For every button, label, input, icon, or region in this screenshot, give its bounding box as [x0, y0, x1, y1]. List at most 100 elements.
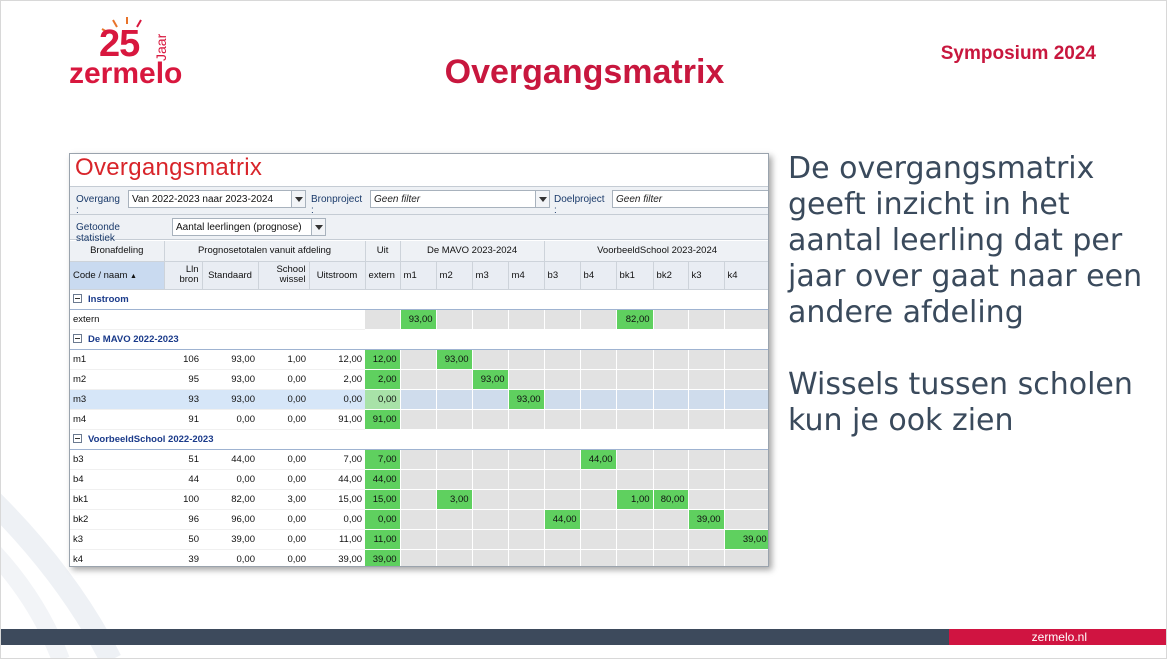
- matrix-cell[interactable]: [653, 369, 689, 390]
- matrix-cell[interactable]: 39,00: [724, 529, 768, 550]
- column-header-uitstroom[interactable]: Uitstroom: [309, 261, 366, 290]
- matrix-cell[interactable]: 0,00: [365, 509, 401, 530]
- matrix-cell[interactable]: [724, 349, 768, 370]
- matrix-cell[interactable]: [544, 349, 581, 370]
- matrix-cell[interactable]: [544, 389, 581, 410]
- matrix-cell[interactable]: [400, 449, 437, 470]
- matrix-cell[interactable]: [436, 469, 473, 490]
- column-header-target-b4[interactable]: b4: [580, 261, 617, 290]
- column-header-target-extern[interactable]: extern: [365, 261, 401, 290]
- matrix-cell[interactable]: [580, 469, 617, 490]
- matrix-cell[interactable]: [688, 369, 725, 390]
- column-header-target-k3[interactable]: k3: [688, 261, 725, 290]
- matrix-cell[interactable]: 44,00: [365, 469, 401, 490]
- matrix-cell[interactable]: [508, 309, 545, 330]
- matrix-cell[interactable]: [472, 389, 509, 410]
- matrix-cell[interactable]: [688, 309, 725, 330]
- matrix-cell[interactable]: [544, 369, 581, 390]
- overgang-select[interactable]: Van 2022-2023 naar 2023-2024: [128, 190, 306, 208]
- matrix-cell[interactable]: [544, 549, 581, 566]
- matrix-cell[interactable]: 7,00: [365, 449, 401, 470]
- matrix-cell[interactable]: [400, 409, 437, 430]
- matrix-cell[interactable]: [400, 349, 437, 370]
- matrix-cell[interactable]: 80,00: [653, 489, 689, 510]
- matrix-cell[interactable]: 0,00: [365, 389, 401, 410]
- matrix-cell[interactable]: [508, 529, 545, 550]
- matrix-cell[interactable]: [616, 529, 654, 550]
- matrix-cell[interactable]: [472, 529, 509, 550]
- matrix-cell[interactable]: [688, 389, 725, 410]
- matrix-cell[interactable]: [616, 369, 654, 390]
- matrix-cell[interactable]: [724, 449, 768, 470]
- collapse-toggle-icon[interactable]: [73, 333, 82, 343]
- matrix-cell[interactable]: [508, 369, 545, 390]
- matrix-cell[interactable]: [580, 369, 617, 390]
- matrix-cell[interactable]: [653, 549, 689, 566]
- matrix-cell[interactable]: [724, 469, 768, 490]
- column-header-code[interactable]: Code / naam ▲: [70, 261, 165, 290]
- matrix-cell[interactable]: [472, 509, 509, 530]
- matrix-cell[interactable]: 93,00: [472, 369, 509, 390]
- matrix-cell[interactable]: [544, 529, 581, 550]
- matrix-cell[interactable]: [616, 549, 654, 566]
- matrix-cell[interactable]: [544, 489, 581, 510]
- matrix-cell[interactable]: 15,00: [365, 489, 401, 510]
- chevron-down-icon[interactable]: [535, 191, 549, 207]
- matrix-cell[interactable]: 44,00: [580, 449, 617, 470]
- matrix-cell[interactable]: [472, 549, 509, 566]
- column-header-target-m2[interactable]: m2: [436, 261, 473, 290]
- matrix-cell[interactable]: [724, 549, 768, 566]
- matrix-cell[interactable]: 44,00: [544, 509, 581, 530]
- matrix-cell[interactable]: [436, 529, 473, 550]
- matrix-cell[interactable]: 93,00: [508, 389, 545, 410]
- column-header-target-k4[interactable]: k4: [724, 261, 768, 290]
- column-header-target-b3[interactable]: b3: [544, 261, 581, 290]
- matrix-cell[interactable]: [544, 409, 581, 430]
- column-header-target-bk2[interactable]: bk2: [653, 261, 689, 290]
- matrix-cell[interactable]: [616, 469, 654, 490]
- matrix-cell[interactable]: 1,00: [616, 489, 654, 510]
- doelproject-select[interactable]: Geen filter: [612, 190, 768, 208]
- matrix-cell[interactable]: [688, 349, 725, 370]
- matrix-cell[interactable]: 91,00: [365, 409, 401, 430]
- table-row[interactable]: m3 93 93,00 0,00 0,00 0,00 93,00: [70, 389, 768, 410]
- matrix-cell[interactable]: [365, 309, 401, 330]
- matrix-cell[interactable]: 82,00: [616, 309, 654, 330]
- matrix-cell[interactable]: [653, 449, 689, 470]
- group-row[interactable]: VoorbeeldSchool 2022-2023: [70, 429, 768, 450]
- matrix-cell[interactable]: [653, 529, 689, 550]
- matrix-cell[interactable]: [400, 509, 437, 530]
- matrix-cell[interactable]: [580, 309, 617, 330]
- chevron-down-icon[interactable]: [311, 219, 325, 235]
- matrix-cell[interactable]: [436, 309, 473, 330]
- matrix-cell[interactable]: [580, 509, 617, 530]
- table-row[interactable]: k4 39 0,00 0,00 39,00 39,00: [70, 549, 768, 566]
- matrix-cell[interactable]: [472, 309, 509, 330]
- matrix-cell[interactable]: [472, 449, 509, 470]
- matrix-cell[interactable]: [688, 529, 725, 550]
- matrix-cell[interactable]: [580, 489, 617, 510]
- table-row[interactable]: m1 106 93,00 1,00 12,00 12,00 93,00: [70, 349, 768, 370]
- matrix-cell[interactable]: [400, 369, 437, 390]
- matrix-cell[interactable]: [653, 349, 689, 370]
- table-row[interactable]: m2 95 93,00 0,00 2,00 2,00 93,00: [70, 369, 768, 390]
- matrix-cell[interactable]: [508, 409, 545, 430]
- matrix-cell[interactable]: [724, 489, 768, 510]
- matrix-cell[interactable]: [508, 489, 545, 510]
- matrix-cell[interactable]: 39,00: [365, 549, 401, 566]
- chevron-down-icon[interactable]: [291, 191, 305, 207]
- matrix-cell[interactable]: [616, 349, 654, 370]
- matrix-cell[interactable]: [688, 549, 725, 566]
- matrix-cell[interactable]: [472, 409, 509, 430]
- collapse-toggle-icon[interactable]: [73, 433, 82, 443]
- matrix-cell[interactable]: [436, 389, 473, 410]
- matrix-cell[interactable]: [400, 389, 437, 410]
- column-header-target-m3[interactable]: m3: [472, 261, 509, 290]
- matrix-cell[interactable]: [508, 509, 545, 530]
- matrix-cell[interactable]: [653, 509, 689, 530]
- table-row[interactable]: b3 51 44,00 0,00 7,00 7,00 44,00: [70, 449, 768, 470]
- matrix-cell[interactable]: [616, 449, 654, 470]
- statistiek-select[interactable]: Aantal leerlingen (prognose): [172, 218, 326, 236]
- matrix-cell[interactable]: [472, 349, 509, 370]
- matrix-cell[interactable]: [508, 449, 545, 470]
